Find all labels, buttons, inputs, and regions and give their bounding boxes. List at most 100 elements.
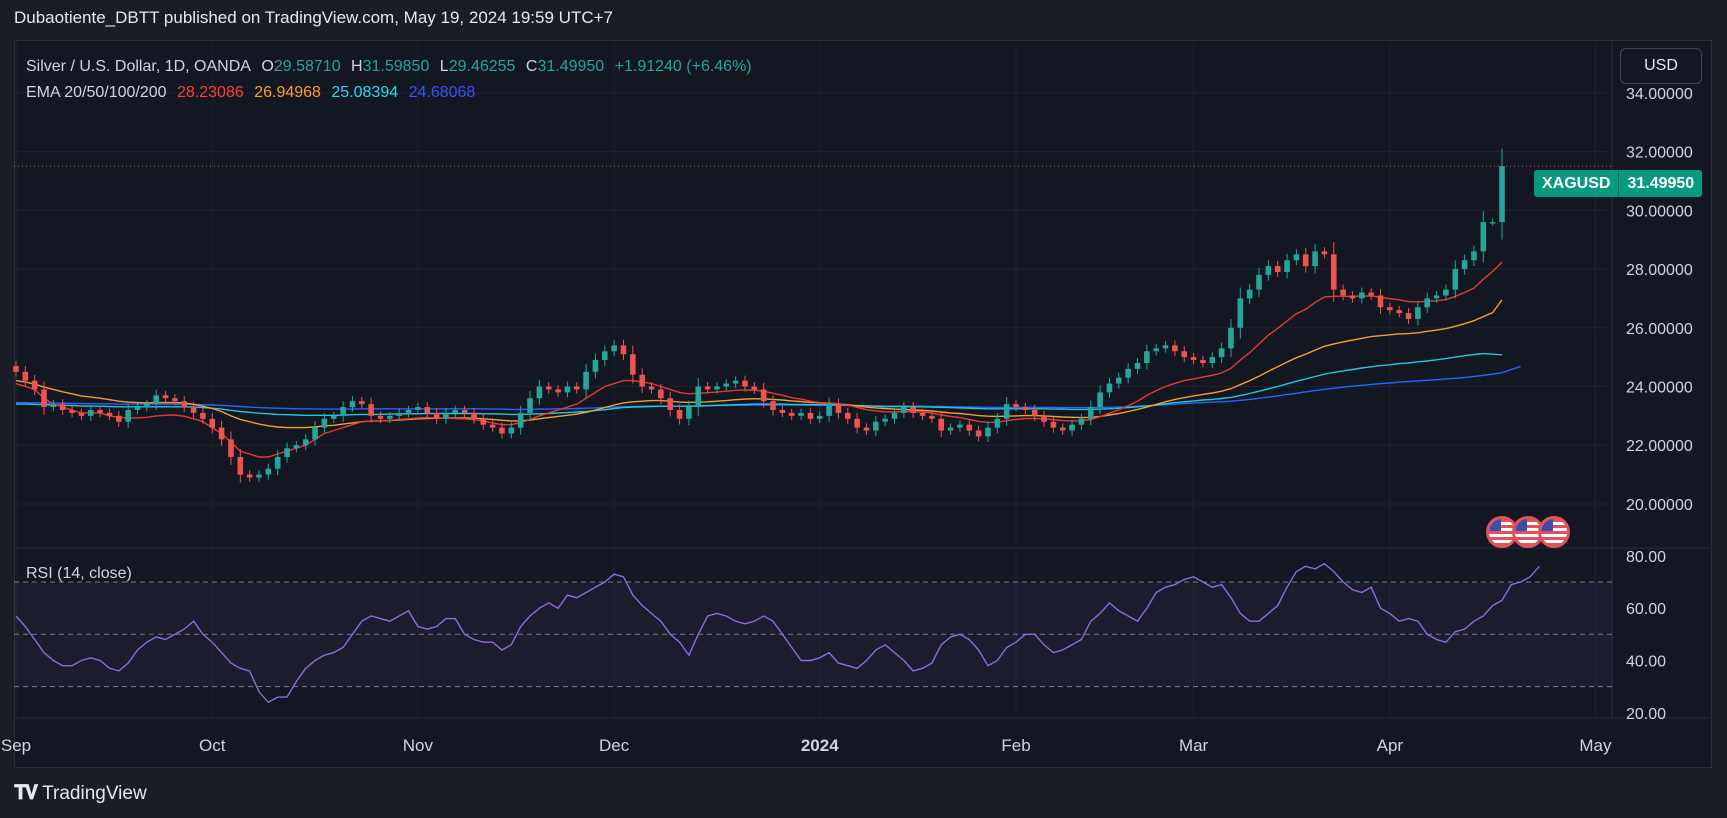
candle-body — [788, 412, 795, 416]
candle-body — [1003, 404, 1010, 419]
candle-body — [901, 407, 907, 413]
candle-body — [891, 412, 898, 419]
candle-body — [919, 412, 926, 416]
price-tag-value: 31.49950 — [1618, 170, 1703, 197]
us-flag-icon[interactable] — [1538, 516, 1570, 548]
candle-body — [106, 412, 113, 416]
candle-body — [190, 407, 197, 413]
candle-body — [676, 409, 683, 419]
candle-body — [966, 424, 973, 431]
candle-body — [1190, 357, 1197, 361]
candle-body — [929, 415, 935, 419]
candle-body — [1368, 292, 1374, 296]
candle-body — [1162, 345, 1169, 349]
candle-body — [396, 412, 402, 416]
candle-body — [994, 418, 1001, 428]
time-tick-label: Oct — [199, 736, 226, 755]
candle-body — [424, 407, 431, 413]
candle-body — [1181, 351, 1188, 358]
candle-body — [405, 409, 412, 413]
publisher-caption: Dubaotiente_DBTT published on TradingVie… — [14, 8, 613, 27]
candle-body — [134, 407, 141, 410]
candle-body — [443, 412, 449, 419]
candle-body — [1330, 254, 1337, 290]
close-label: C — [525, 58, 538, 75]
candle-body — [592, 360, 599, 372]
candle-body — [602, 351, 608, 361]
candle-body — [172, 398, 178, 402]
candle-body — [751, 386, 758, 390]
candle-body — [583, 371, 589, 390]
candle-body — [330, 415, 337, 419]
time-tick-label: 2024 — [801, 736, 839, 755]
candle-body — [630, 354, 636, 375]
candle-body — [1200, 360, 1206, 364]
candle-body — [78, 412, 85, 416]
candle-body — [938, 418, 945, 431]
candle-body — [59, 404, 66, 410]
time-tick-label: May — [1579, 736, 1612, 755]
candle-body — [69, 409, 75, 413]
candle-body — [480, 418, 487, 425]
rsi-line — [15, 562, 1540, 704]
currency-button[interactable]: USD — [1620, 48, 1702, 84]
candle-body — [1134, 363, 1141, 369]
candle-body — [564, 386, 571, 393]
candle-body — [1480, 222, 1487, 252]
rsi-tick-label: 40.00 — [1626, 653, 1666, 670]
candle-body — [882, 418, 888, 422]
candle-body — [256, 474, 262, 478]
candle-body — [349, 401, 356, 408]
footer-brand[interactable]: 𝐓𝐕 TradingView — [14, 782, 147, 805]
candle-body — [536, 386, 543, 399]
candle-body — [1293, 254, 1300, 261]
candle-body — [873, 421, 879, 431]
candle-body — [1499, 166, 1505, 223]
candle-body — [312, 427, 318, 440]
economic-events[interactable] — [1486, 516, 1570, 548]
candle-body — [1087, 407, 1094, 419]
candle-body — [723, 383, 730, 387]
open-label: O — [261, 58, 274, 75]
candle-body — [1022, 407, 1029, 410]
candle-body — [461, 409, 468, 413]
candle-body — [452, 409, 459, 413]
price-tick-label: 34.00000 — [1626, 86, 1693, 103]
candle-body — [975, 430, 982, 437]
candle-body — [1265, 266, 1272, 275]
candle-body — [957, 424, 963, 428]
candle-body — [1097, 392, 1103, 408]
time-tick-label: Nov — [403, 736, 434, 755]
candle-body — [732, 380, 739, 384]
ema20-value: 28.23086 — [177, 84, 244, 101]
candle-body — [387, 415, 393, 419]
candle-body — [125, 409, 131, 422]
rsi-tick-label: 80.00 — [1626, 549, 1666, 566]
open-value: 29.58710 — [273, 58, 341, 75]
candle-body — [1396, 310, 1402, 314]
price-tick-label: 24.00000 — [1626, 379, 1693, 396]
candle-body — [1144, 351, 1150, 364]
candle-body — [1377, 295, 1384, 308]
candle-body — [1031, 409, 1038, 416]
candle-body — [302, 439, 309, 446]
candle-body — [274, 456, 281, 469]
candle-body — [1340, 289, 1346, 296]
chart-frame[interactable] — [14, 40, 1712, 768]
time-tick-label: Sep — [1, 736, 31, 755]
candle-body — [41, 389, 47, 408]
low-label: L — [439, 58, 449, 75]
candle-body — [1443, 289, 1449, 296]
candle-body — [359, 401, 365, 405]
candle-body — [340, 407, 346, 416]
candle-body — [1153, 348, 1159, 352]
ema20-line — [15, 261, 1503, 458]
candle-body — [97, 409, 103, 413]
rsi-tick-label: 20.00 — [1626, 706, 1666, 723]
candle-body — [489, 424, 496, 428]
candle-body — [209, 418, 216, 428]
candle-body — [1489, 222, 1496, 224]
candle-body — [620, 345, 627, 355]
chart-legend: Silver / U.S. Dollar, 1D, OANDA O29.5871… — [26, 54, 758, 106]
